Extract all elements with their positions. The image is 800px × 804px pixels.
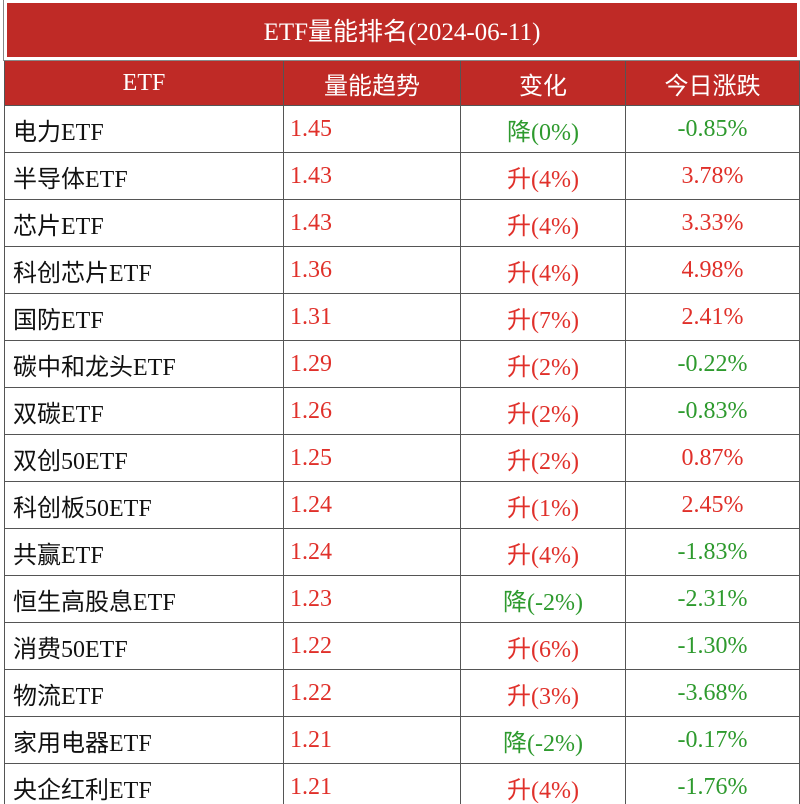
daily-change: 4.98% [626,247,800,294]
etf-name: 科创板50ETF [4,482,284,529]
change: 升(1%) [461,482,626,529]
volume-trend: 1.24 [284,529,461,576]
etf-name: 双碳ETF [4,388,284,435]
volume-trend: 1.21 [284,764,461,804]
change: 升(2%) [461,388,626,435]
change: 升(4%) [461,153,626,200]
daily-change: -0.22% [626,341,800,388]
volume-trend: 1.45 [284,106,461,153]
etf-name: 央企红利ETF [4,764,284,804]
etf-name: 芯片ETF [4,200,284,247]
etf-name: 国防ETF [4,294,284,341]
volume-trend: 1.43 [284,153,461,200]
daily-change: -0.83% [626,388,800,435]
etf-name: 双创50ETF [4,435,284,482]
change: 升(4%) [461,247,626,294]
change: 升(4%) [461,764,626,804]
volume-trend: 1.21 [284,717,461,764]
daily-change: -3.68% [626,670,800,717]
daily-change: -0.85% [626,106,800,153]
etf-name: 消费50ETF [4,623,284,670]
daily-change: 0.87% [626,435,800,482]
change: 升(2%) [461,341,626,388]
volume-trend: 1.25 [284,435,461,482]
daily-change: -0.17% [626,717,800,764]
volume-trend: 1.43 [284,200,461,247]
etf-name: 电力ETF [4,106,284,153]
change: 降(-2%) [461,717,626,764]
volume-trend: 1.24 [284,482,461,529]
change: 升(3%) [461,670,626,717]
change: 降(-2%) [461,576,626,623]
change: 降(0%) [461,106,626,153]
change: 升(6%) [461,623,626,670]
column-header: 今日涨跌 [626,61,800,106]
etf-name: 家用电器ETF [4,717,284,764]
daily-change: 2.45% [626,482,800,529]
daily-change: -1.83% [626,529,800,576]
etf-name: 共赢ETF [4,529,284,576]
daily-change: 2.41% [626,294,800,341]
volume-trend: 1.36 [284,247,461,294]
change: 升(4%) [461,529,626,576]
column-header: ETF [4,61,284,106]
daily-change: 3.33% [626,200,800,247]
change: 升(4%) [461,200,626,247]
daily-change: -2.31% [626,576,800,623]
change: 升(2%) [461,435,626,482]
etf-name: 科创芯片ETF [4,247,284,294]
daily-change: -1.76% [626,764,800,804]
volume-trend: 1.23 [284,576,461,623]
volume-trend: 1.22 [284,670,461,717]
change: 升(7%) [461,294,626,341]
etf-name: 碳中和龙头ETF [4,341,284,388]
volume-trend: 1.31 [284,294,461,341]
etf-name: 半导体ETF [4,153,284,200]
daily-change: 3.78% [626,153,800,200]
etf-name: 物流ETF [4,670,284,717]
daily-change: -1.30% [626,623,800,670]
volume-trend: 1.26 [284,388,461,435]
column-header: 变化 [461,61,626,106]
table-title: ETF量能排名(2024-06-11) [3,0,800,61]
volume-trend: 1.22 [284,623,461,670]
etf-name: 恒生高股息ETF [4,576,284,623]
volume-trend: 1.29 [284,341,461,388]
column-header: 量能趋势 [284,61,461,106]
